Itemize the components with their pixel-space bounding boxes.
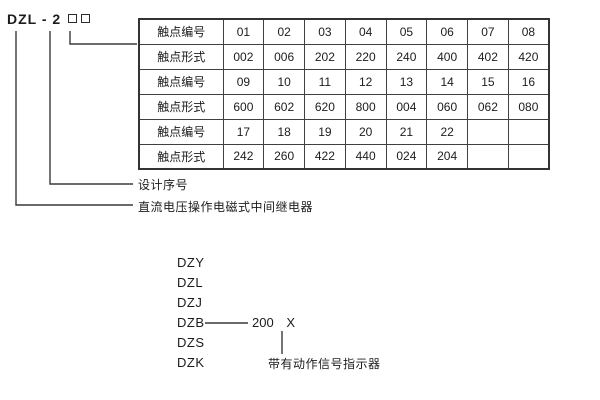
table-row: 触点形式 600 602 620 800 004 060 062 080 xyxy=(138,93,550,120)
series-model-item: DZL xyxy=(177,275,204,290)
table-row: 触点编号 17 18 19 20 21 22 xyxy=(138,118,550,145)
code-value-cell: 09 xyxy=(222,68,265,95)
code-value-cell: 10 xyxy=(263,68,305,95)
code-value-cell: 20 xyxy=(344,118,387,145)
table-row: 触点编号 09 10 11 12 13 14 15 16 xyxy=(138,68,550,95)
code-value-cell: 202 xyxy=(304,43,346,70)
code-value-cell: 002 xyxy=(222,43,265,70)
code-value-cell: 07 xyxy=(467,18,509,45)
code-value-cell: 05 xyxy=(385,18,428,45)
row-label-cell: 触点形式 xyxy=(138,143,224,170)
code-value-cell: 12 xyxy=(344,68,387,95)
code-value-cell: 060 xyxy=(426,93,468,120)
series-model-item: DZJ xyxy=(177,295,203,310)
row-label-cell: 触点形式 xyxy=(138,43,224,70)
series-model-item: DZB xyxy=(177,315,205,330)
code-value-cell: 062 xyxy=(467,93,509,120)
code-value-cell: 400 xyxy=(426,43,468,70)
series-model-item: DZK xyxy=(177,355,205,370)
code-value-cell: 01 xyxy=(222,18,265,45)
code-value-cell: 600 xyxy=(222,93,265,120)
code-value-cell: 620 xyxy=(304,93,346,120)
rating-suffix: 200 X xyxy=(252,316,295,330)
callout-line-contact-code xyxy=(69,31,137,45)
contact-code-table: 触点编号 01 02 03 04 05 06 07 08 触点形式 002 006 202 220 240 4… xyxy=(138,18,550,170)
code-value-cell: 13 xyxy=(385,68,428,95)
code-value-cell: 02 xyxy=(263,18,305,45)
code-value-cell: 19 xyxy=(304,118,346,145)
code-value-cell: 242 xyxy=(222,143,265,170)
indicator-note: 带有动作信号指示器 xyxy=(268,357,381,371)
code-value-cell xyxy=(467,143,509,170)
code-value-cell: 220 xyxy=(344,43,387,70)
table-row: 触点形式 242 260 422 440 024 204 xyxy=(138,143,550,170)
code-value-cell: 006 xyxy=(263,43,305,70)
code-value-cell: 04 xyxy=(344,18,387,45)
code-value-cell: 004 xyxy=(385,93,428,120)
relay-type-label: 直流电压操作电磁式中间继电器 xyxy=(138,200,314,214)
code-value-cell: 06 xyxy=(426,18,468,45)
series-model-item: DZS xyxy=(177,335,205,350)
code-value-cell: 11 xyxy=(304,68,346,95)
code-value-cell: 21 xyxy=(385,118,428,145)
rating-code: 200 xyxy=(252,315,274,330)
code-value-cell xyxy=(507,118,550,145)
code-value-cell: 18 xyxy=(263,118,305,145)
model-code: DZL - 2 xyxy=(7,11,91,27)
row-label-cell: 触点编号 xyxy=(138,118,224,145)
model-digit-placeholder-box xyxy=(68,14,78,23)
code-value-cell: 602 xyxy=(263,93,305,120)
code-value-cell xyxy=(507,143,550,170)
code-value-cell: 22 xyxy=(426,118,468,145)
design-serial-label: 设计序号 xyxy=(138,178,189,192)
variant-code: X xyxy=(286,315,295,330)
code-value-cell: 402 xyxy=(467,43,509,70)
code-value-cell: 17 xyxy=(222,118,265,145)
code-value-cell: 260 xyxy=(263,143,305,170)
code-value-cell: 420 xyxy=(507,43,550,70)
code-value-cell: 800 xyxy=(344,93,387,120)
code-value-cell: 14 xyxy=(426,68,468,95)
code-value-cell: 08 xyxy=(507,18,550,45)
code-value-cell: 03 xyxy=(304,18,346,45)
model-digit-placeholder-box xyxy=(81,14,91,23)
code-value-cell: 240 xyxy=(385,43,428,70)
contact-table-body: 触点编号 01 02 03 04 05 06 07 08 触点形式 002 006 202 220 240 4… xyxy=(138,18,550,170)
code-value-cell: 204 xyxy=(426,143,468,170)
code-value-cell xyxy=(467,118,509,145)
table-row: 触点形式 002 006 202 220 240 400 402 420 xyxy=(138,43,550,70)
series-model-item: DZY xyxy=(177,255,205,270)
model-code-prefix: DZL - 2 xyxy=(7,11,62,27)
row-label-cell: 触点编号 xyxy=(138,68,224,95)
code-value-cell: 422 xyxy=(304,143,346,170)
series-model-list: DZY DZL DZJ DZB DZS DZK xyxy=(177,253,205,373)
callout-line-design-serial xyxy=(49,31,133,185)
table-row: 触点编号 01 02 03 04 05 06 07 08 xyxy=(138,18,550,45)
code-value-cell: 16 xyxy=(507,68,550,95)
callout-line-relay-type xyxy=(15,31,133,206)
row-label-cell: 触点编号 xyxy=(138,18,224,45)
code-value-cell: 024 xyxy=(385,143,428,170)
row-label-cell: 触点形式 xyxy=(138,93,224,120)
code-value-cell: 080 xyxy=(507,93,550,120)
code-value-cell: 440 xyxy=(344,143,387,170)
code-value-cell: 15 xyxy=(467,68,509,95)
